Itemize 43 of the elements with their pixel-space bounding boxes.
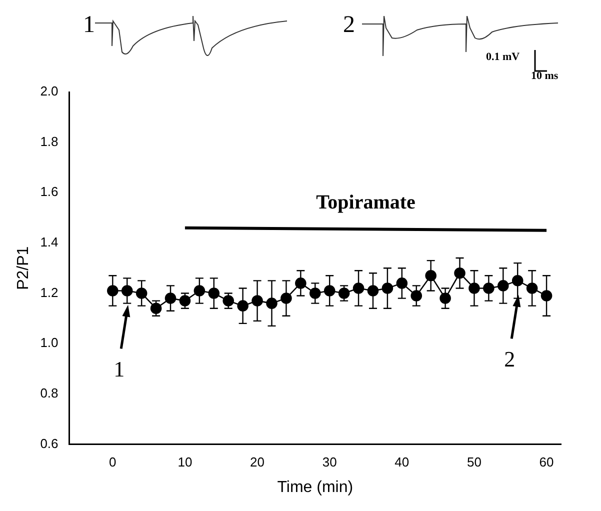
- y-tick-label: 1.4: [40, 234, 58, 250]
- x-tick-label: 20: [250, 454, 265, 470]
- point: [352, 282, 364, 294]
- x-tick-label: 10: [178, 454, 192, 470]
- y-tick-label: 0.8: [40, 385, 58, 400]
- point: [396, 278, 408, 289]
- annotation: 1: [114, 356, 125, 382]
- point: [410, 290, 422, 302]
- x-tick-label: 50: [466, 454, 482, 470]
- x-axis-title: Time (min): [277, 478, 354, 496]
- y-axis-title: P2/P1: [15, 246, 32, 290]
- point: [150, 302, 162, 314]
- text: 1: [83, 12, 95, 39]
- x-tick-label: 60: [539, 454, 554, 470]
- point: [309, 288, 321, 299]
- y-tick-label: 1.6: [40, 184, 58, 200]
- point: [526, 282, 538, 294]
- y-tick-label: 1.2: [40, 284, 58, 300]
- point: [194, 285, 206, 296]
- point: [338, 288, 350, 299]
- point: [222, 295, 234, 306]
- text: 10 ms: [531, 70, 558, 82]
- y-tick-label: 2.0: [40, 84, 58, 99]
- point: [136, 288, 148, 299]
- point: [179, 295, 191, 306]
- x-tick-label: 0: [109, 454, 116, 470]
- text: 2: [343, 12, 355, 39]
- point: [498, 280, 509, 292]
- text: 0.1 mV: [486, 51, 520, 63]
- point: [367, 285, 379, 296]
- annotation: Topiramate: [316, 191, 416, 214]
- point: [208, 288, 220, 299]
- y-tick-label: 1.0: [40, 335, 58, 350]
- x-tick-label: 40: [394, 454, 410, 470]
- x-tick-label: 30: [322, 454, 337, 470]
- y-tick-label: 1.8: [40, 134, 58, 149]
- point: [121, 285, 133, 296]
- point: [164, 292, 176, 304]
- y-tick-label: 0.6: [40, 436, 58, 451]
- annotation: 2: [504, 346, 516, 372]
- point: [324, 285, 336, 296]
- point: [540, 290, 552, 302]
- point: [382, 282, 394, 294]
